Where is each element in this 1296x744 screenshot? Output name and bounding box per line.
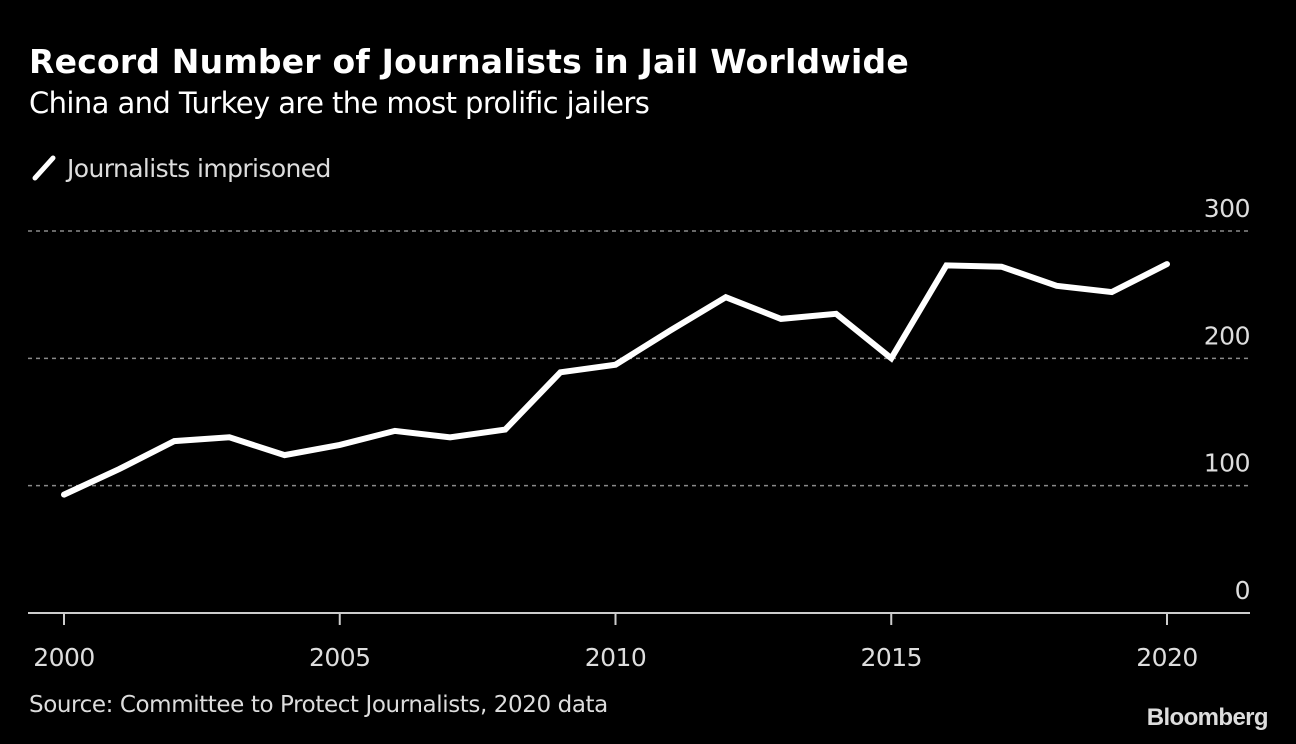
x-tick-label: 2000 (33, 643, 95, 672)
chart-subtitle: China and Turkey are the most prolific j… (29, 86, 650, 120)
y-tick-label: 100 (1204, 449, 1250, 478)
x-tick-label: 2015 (860, 643, 922, 672)
y-tick-label: 300 (1204, 194, 1250, 223)
legend-label: Journalists imprisoned (67, 153, 331, 183)
y-axis-labels: 0 100 200 300 (1204, 194, 1251, 605)
series-line-journalists-imprisoned (61, 261, 1170, 498)
grid-lines (28, 230, 1250, 487)
bloomberg-logo: Bloomberg (1146, 704, 1269, 731)
legend: Journalists imprisoned (31, 152, 331, 184)
x-tick-label: 2005 (309, 643, 371, 672)
y-tick-label: 200 (1204, 321, 1250, 350)
x-tick-label: 2010 (585, 643, 647, 672)
series (61, 261, 1170, 498)
x-axis-labels: 2000 2005 2010 2015 2020 (33, 643, 1198, 672)
x-tick-label: 2020 (1136, 643, 1198, 672)
source-note: Source: Committee to Protect Journalists… (29, 692, 608, 718)
legend-line-icon (32, 155, 56, 181)
y-tick-label: 0 (1235, 576, 1250, 605)
chart-title: Record Number of Journalists in Jail Wor… (29, 42, 909, 81)
x-axis (28, 612, 1250, 625)
